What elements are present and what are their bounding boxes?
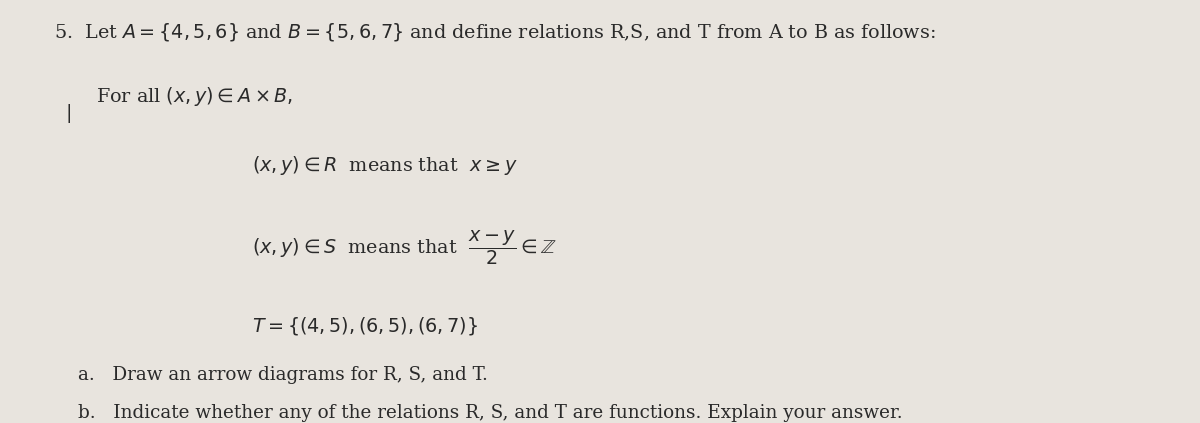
Text: $T=\{(4,5),(6,5),(6,7)\}$: $T=\{(4,5),(6,5),(6,7)\}$ xyxy=(252,315,478,337)
Text: 5.  Let $A=\{4,5,6\}$ and $B=\{5,6,7\}$ and define relations R,S, and T from A t: 5. Let $A=\{4,5,6\}$ and $B=\{5,6,7\}$ a… xyxy=(54,21,936,43)
Text: a.   Draw an arrow diagrams for R, S, and T.: a. Draw an arrow diagrams for R, S, and … xyxy=(78,366,488,384)
Text: |: | xyxy=(66,104,72,123)
Text: b.   Indicate whether any of the relations R, S, and T are functions. Explain yo: b. Indicate whether any of the relations… xyxy=(78,404,902,422)
Text: $(x, y)\in R$  means that  $x\geq y$: $(x, y)\in R$ means that $x\geq y$ xyxy=(252,154,517,177)
Text: For all $(x, y)\in A\times B,$: For all $(x, y)\in A\times B,$ xyxy=(96,85,293,107)
Text: $(x, y)\in S$  means that  $\dfrac{x-y}{2}\in\mathbb{Z}$: $(x, y)\in S$ means that $\dfrac{x-y}{2}… xyxy=(252,228,557,267)
